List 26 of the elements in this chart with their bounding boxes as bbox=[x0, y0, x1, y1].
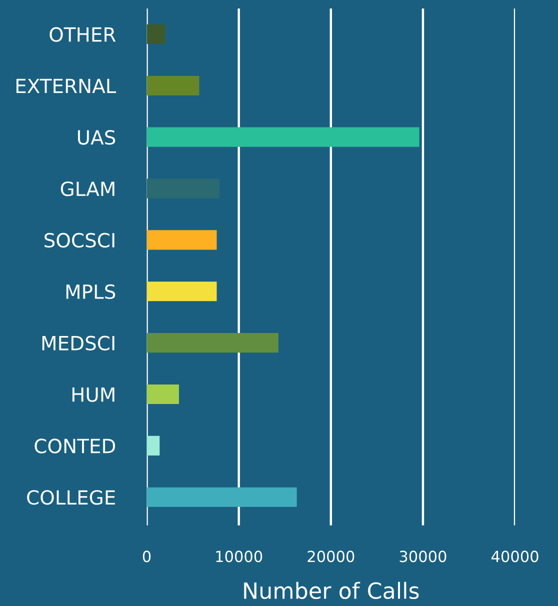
bar bbox=[146, 384, 179, 404]
x-axis-title: Number of Calls bbox=[244, 582, 419, 600]
x-tick-label: 20000 bbox=[308, 550, 354, 562]
bar bbox=[146, 178, 220, 198]
y-tick-label: GLAM bbox=[60, 181, 114, 196]
bar bbox=[146, 282, 217, 302]
y-tick-label: SOCSCI bbox=[44, 232, 114, 248]
x-tick-label: 30000 bbox=[400, 550, 446, 562]
bar bbox=[146, 230, 217, 250]
y-tick-label: CONTED bbox=[34, 438, 116, 454]
y-tick-label: MPLS bbox=[66, 284, 116, 300]
bar bbox=[146, 333, 278, 353]
y-tick-label: HUM bbox=[72, 387, 114, 402]
y-tick-label: EXTERNAL bbox=[16, 78, 116, 94]
bar bbox=[146, 24, 166, 44]
y-tick-label: COLLEGE bbox=[27, 490, 115, 505]
bar bbox=[146, 76, 200, 96]
bar bbox=[146, 487, 297, 507]
x-tick-label: 40000 bbox=[491, 550, 538, 562]
bar bbox=[146, 436, 160, 456]
y-tick-label: OTHER bbox=[50, 27, 116, 42]
x-tick-label: 0 bbox=[142, 550, 151, 562]
y-tick-label: UAS bbox=[78, 130, 116, 145]
y-tick-label: MEDSCI bbox=[42, 336, 114, 350]
x-tick-label: 10000 bbox=[216, 550, 262, 562]
bar bbox=[146, 127, 420, 147]
